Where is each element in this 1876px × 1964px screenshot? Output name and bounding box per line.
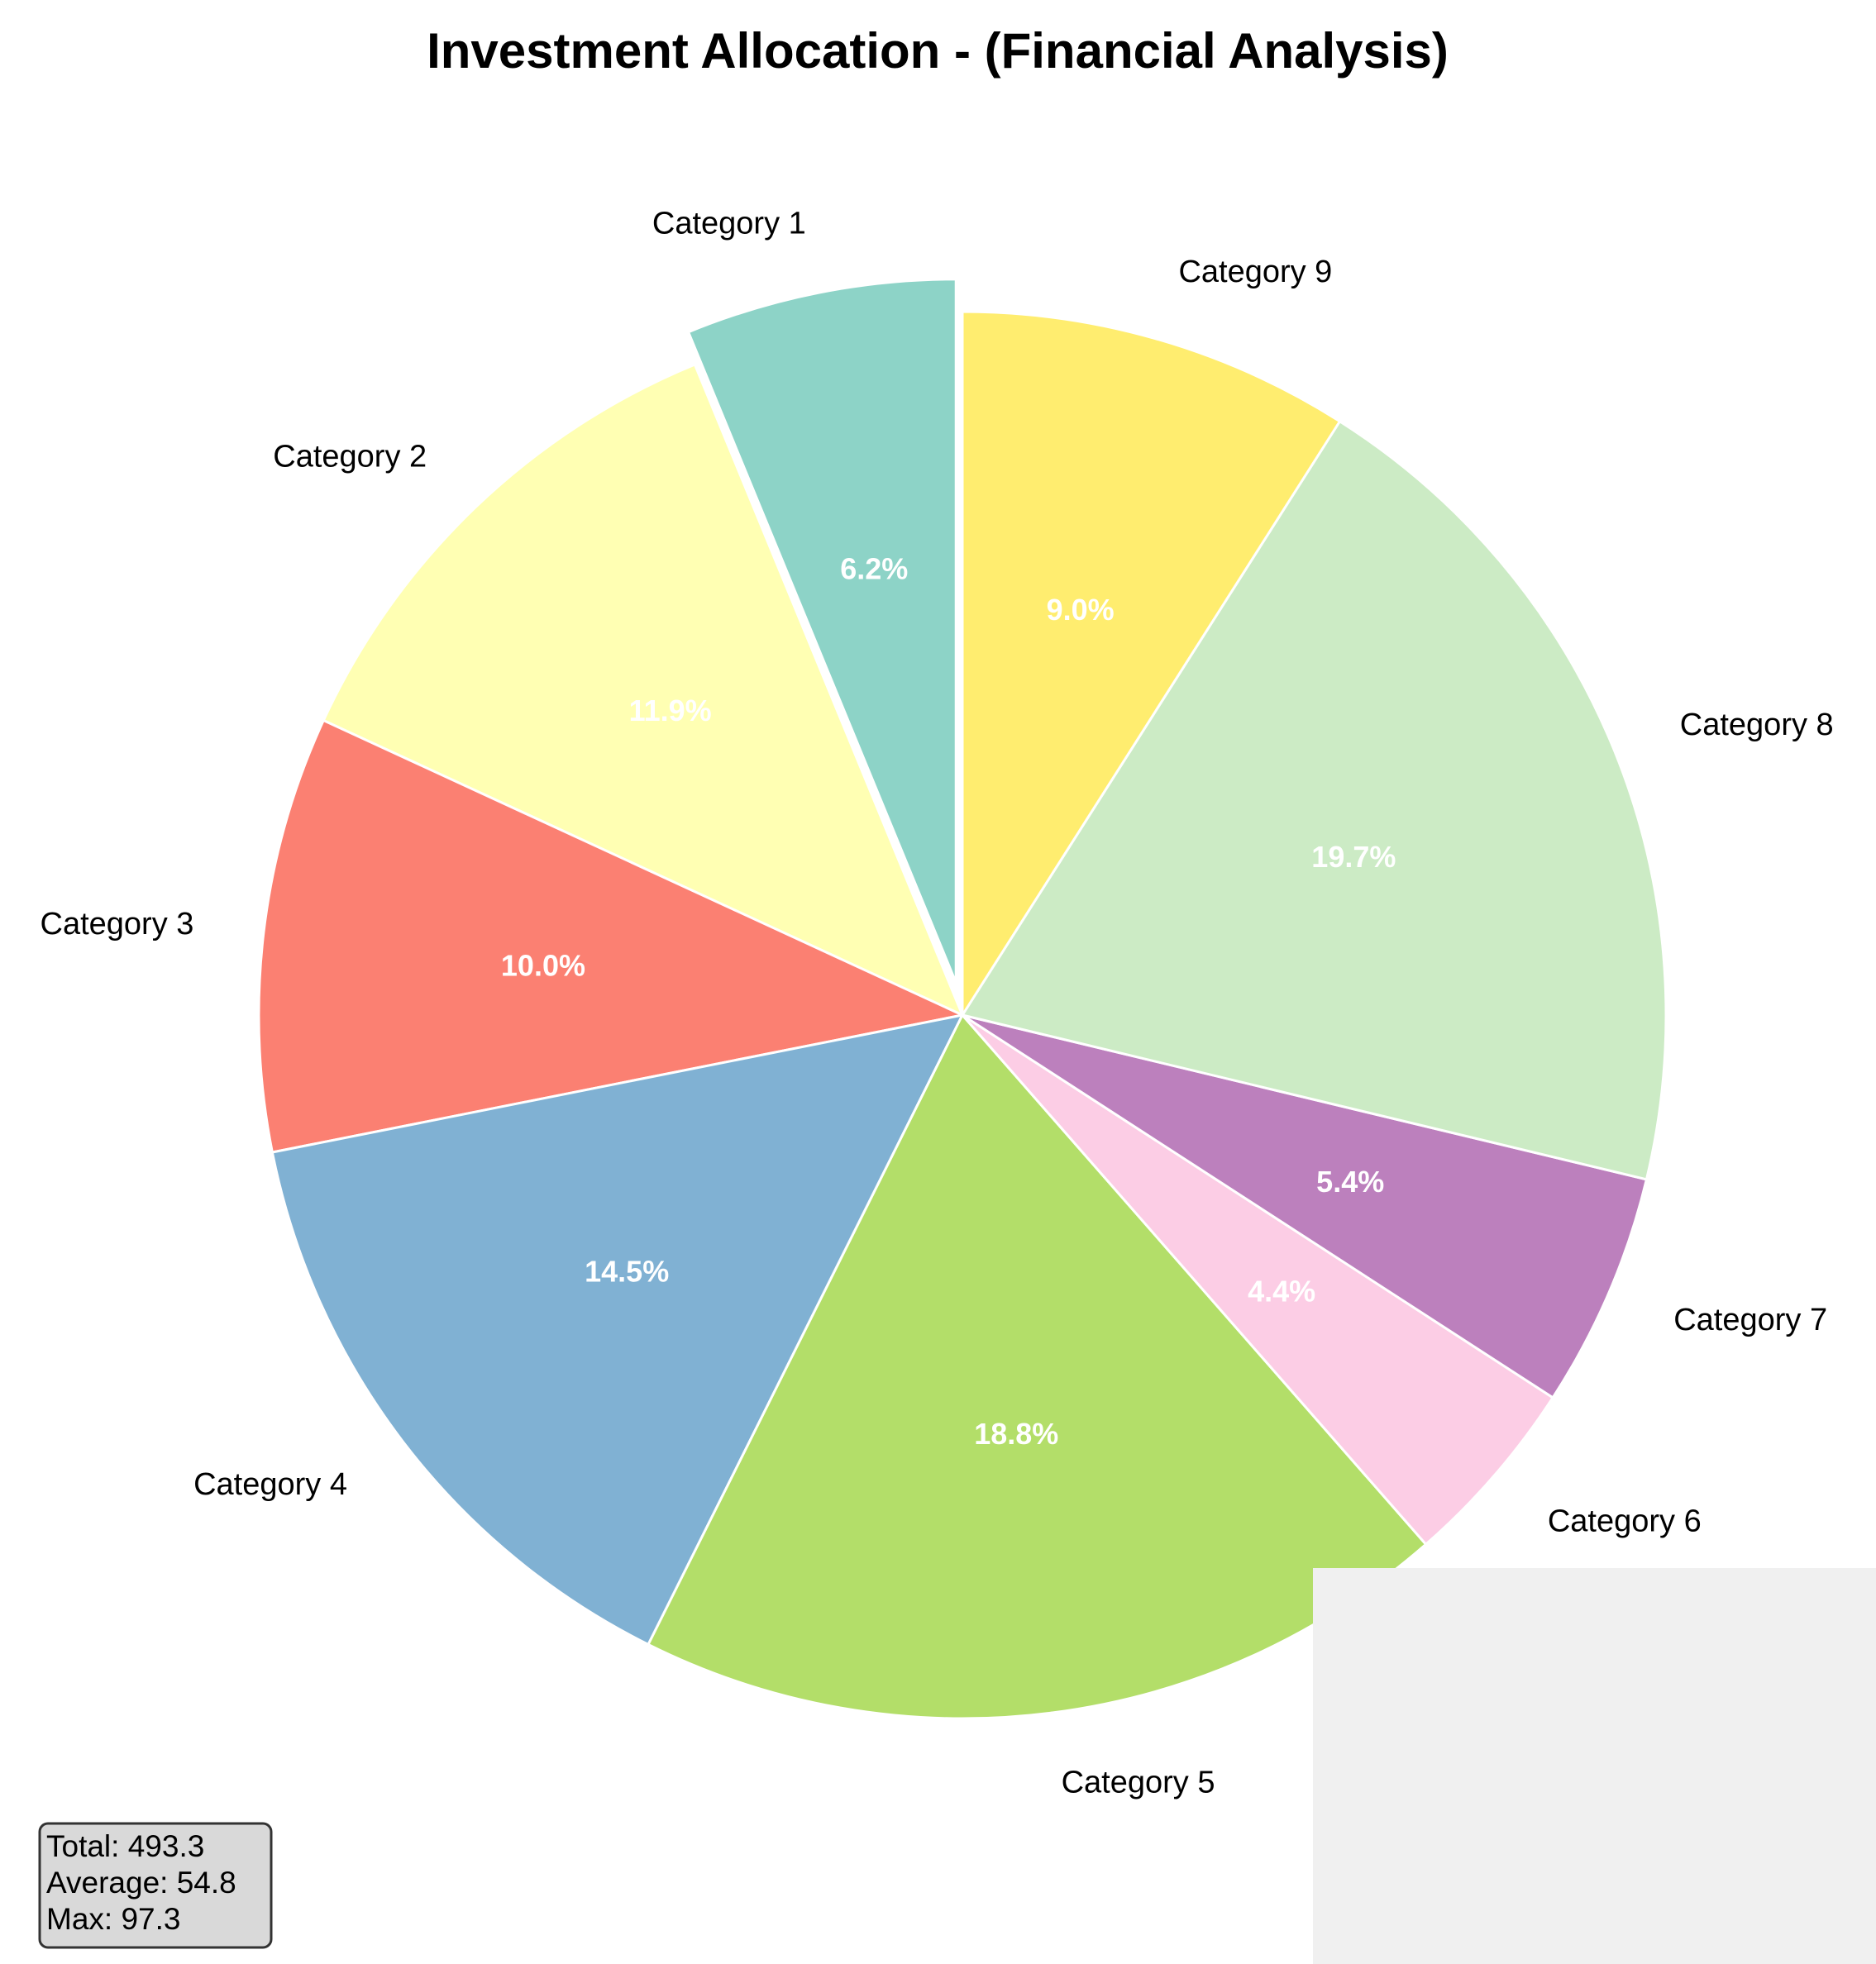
stats-max: Max: 97.3: [46, 1902, 180, 1936]
pie-slice-2: [322, 362, 965, 1018]
pie-slice-3: [257, 718, 967, 1154]
category-labels: Category 1 Category 2 Category 3 Category 4…: [41, 206, 1834, 1800]
category-label-9: Category 9: [1178, 255, 1332, 289]
category-label-1: Category 1: [652, 206, 806, 241]
percent-label-5: 18.8%: [974, 1417, 1058, 1451]
gray-panel: [1313, 1568, 1876, 1964]
pie-slices: [257, 278, 1668, 1720]
percent-label-7: 5.4%: [1316, 1165, 1384, 1199]
percent-label-8: 19.7%: [1311, 840, 1396, 874]
percent-label-9: 9.0%: [1047, 593, 1115, 627]
pie-slice-8: [960, 419, 1668, 1181]
pie-slice-6: [961, 1013, 1555, 1547]
category-label-6: Category 6: [1548, 1504, 1702, 1539]
category-label-7: Category 7: [1673, 1303, 1827, 1337]
stats-average: Average: 54.8: [46, 1866, 236, 1900]
pie-slice-1: [686, 278, 957, 984]
category-label-8: Category 8: [1680, 708, 1834, 742]
category-label-4: Category 4: [193, 1467, 347, 1502]
percent-label-1: 6.2%: [840, 551, 908, 585]
category-label-3: Category 3: [41, 907, 194, 941]
pie-slice-4: [270, 1013, 965, 1647]
percent-label-3: 10.0%: [501, 948, 585, 982]
stats-total: Total: 493.3: [46, 1829, 204, 1863]
category-label-2: Category 2: [273, 439, 427, 474]
pie-slice-7: [962, 1013, 1649, 1399]
pie-slice-9: [961, 310, 1342, 1020]
percent-label-4: 14.5%: [585, 1254, 669, 1288]
percent-label-2: 11.9%: [629, 694, 712, 727]
chart-title: Investment Allocation - (Financial Analy…: [427, 23, 1449, 79]
stats-box: Total: 493.3 Average: 54.8 Max: 97.3: [38, 1822, 273, 1949]
percent-labels: 6.2% 11.9% 10.0% 14.5% 18.8% 4.4% 5.4% 19.7% 9.0…: [501, 551, 1396, 1451]
category-label-5: Category 5: [1062, 1765, 1215, 1800]
percent-label-6: 4.4%: [1248, 1275, 1315, 1309]
